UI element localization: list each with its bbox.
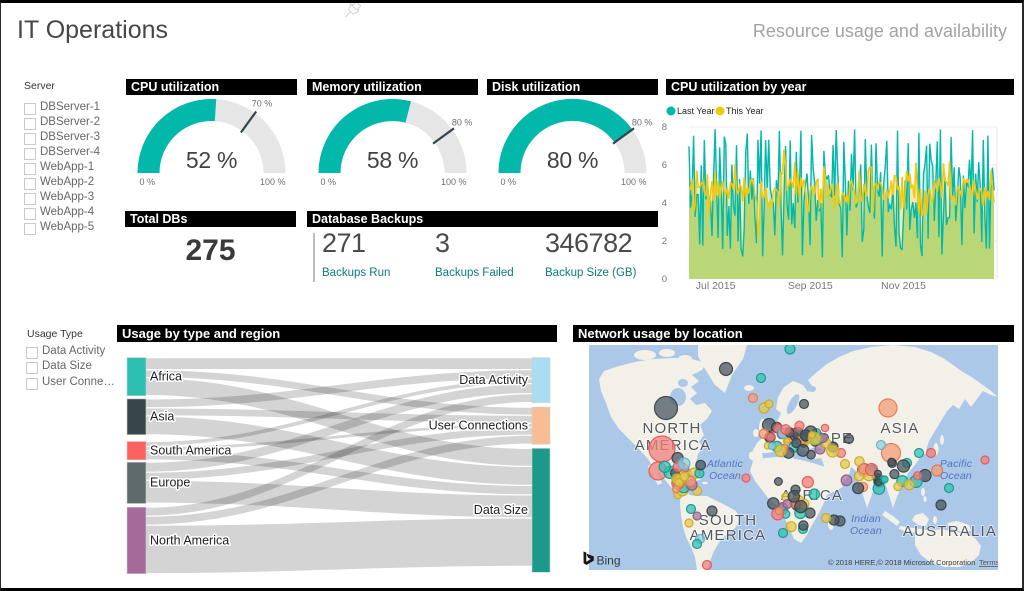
svg-text:Ocean: Ocean [709, 470, 741, 482]
svg-text:52 %: 52 % [186, 147, 237, 173]
svg-text:Africa: Africa [150, 370, 182, 384]
svg-text:Nov 2015: Nov 2015 [881, 280, 926, 292]
svg-text:8: 8 [662, 122, 667, 133]
svg-text:Terms: Terms [979, 558, 998, 567]
svg-text:80 %: 80 % [547, 147, 598, 173]
svg-text:Data Size: Data Size [474, 503, 528, 517]
svg-text:4: 4 [662, 198, 667, 209]
svg-text:0 %: 0 % [140, 177, 156, 187]
svg-text:ASIA: ASIA [881, 420, 920, 437]
svg-text:70 %: 70 % [252, 98, 273, 108]
svg-text:Sep 2015: Sep 2015 [788, 280, 833, 292]
svg-text:58 %: 58 % [367, 147, 418, 173]
svg-text:2: 2 [662, 236, 667, 247]
svg-text:0: 0 [662, 274, 667, 285]
svg-text:Europe: Europe [150, 476, 190, 490]
svg-text:© 2018 HERE,© 2018 Microsoft C: © 2018 HERE,© 2018 Microsoft Corporation [828, 558, 975, 567]
svg-text:100 %: 100 % [621, 177, 647, 187]
svg-text:Indian: Indian [851, 513, 881, 525]
svg-text:User Connections: User Connections [429, 419, 528, 433]
svg-text:Pacific: Pacific [940, 458, 973, 470]
svg-text:Asia: Asia [150, 410, 174, 424]
svg-text:Last Year: Last Year [677, 106, 715, 116]
svg-text:0 %: 0 % [321, 177, 337, 187]
svg-text:This Year: This Year [726, 106, 764, 116]
svg-text:Bing: Bing [597, 554, 621, 568]
svg-text:AUSTRALIA: AUSTRALIA [903, 523, 997, 540]
svg-text:100 %: 100 % [441, 177, 467, 187]
svg-text:Ocean: Ocean [940, 470, 972, 482]
svg-text:Data Activity: Data Activity [459, 373, 529, 387]
svg-text:NORTH: NORTH [642, 420, 701, 437]
svg-text:AMERICA: AMERICA [690, 527, 767, 544]
svg-text:0 %: 0 % [501, 177, 517, 187]
svg-text:100 %: 100 % [260, 177, 286, 187]
svg-text:North America: North America [150, 534, 229, 548]
svg-text:Jul 2015: Jul 2015 [696, 280, 736, 292]
svg-text:80 %: 80 % [632, 118, 653, 128]
svg-text:South America: South America [150, 444, 231, 458]
svg-text:Ocean: Ocean [850, 525, 882, 537]
svg-text:80 %: 80 % [452, 118, 473, 128]
svg-text:6: 6 [662, 160, 667, 171]
svg-text:Atlantic: Atlantic [706, 458, 744, 470]
